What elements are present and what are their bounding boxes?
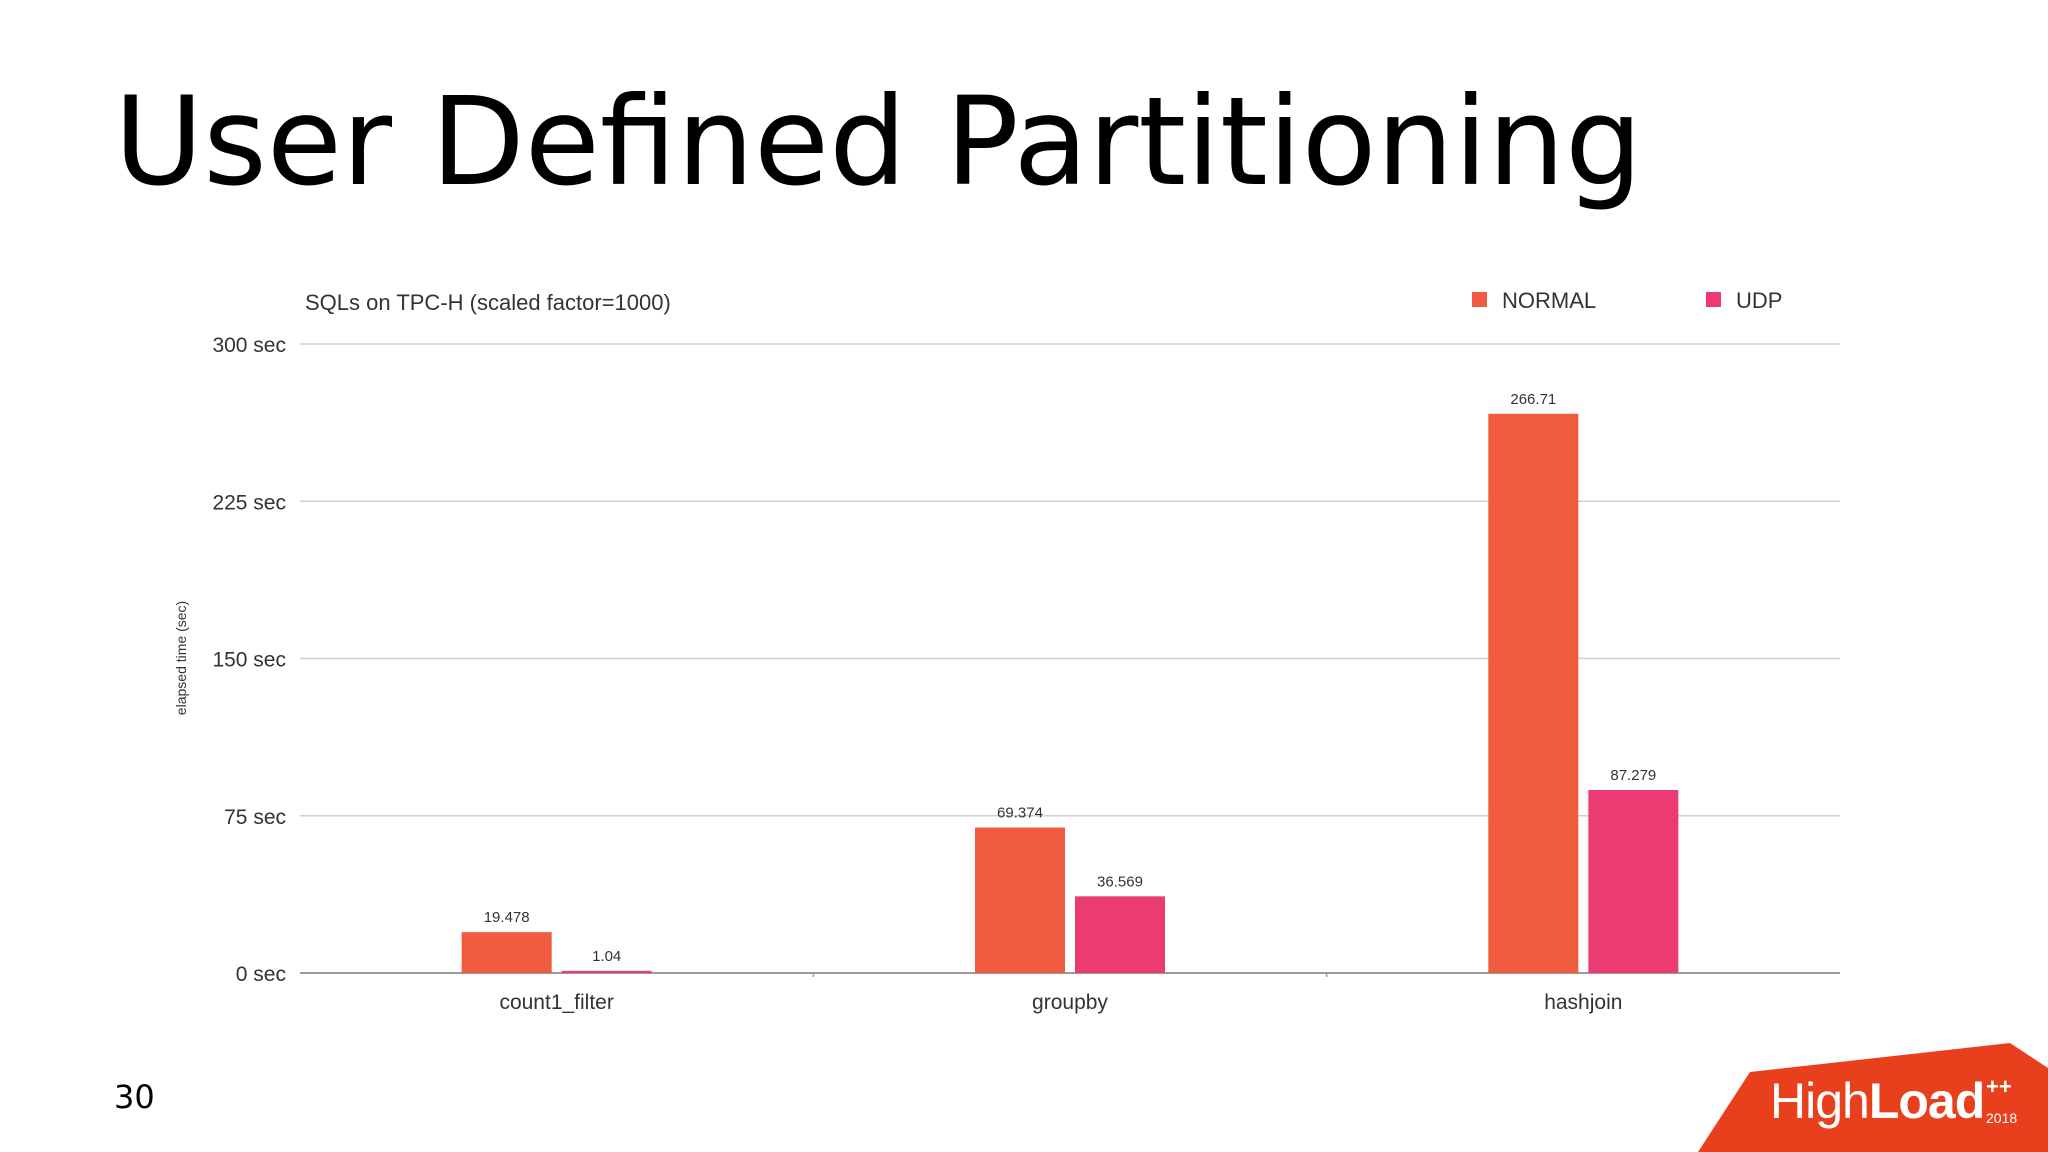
legend-label-normal: NORMAL	[1502, 288, 1596, 313]
logo-year: 2018	[1986, 1110, 2018, 1126]
legend-swatch-normal	[1472, 292, 1487, 307]
bar-value-label: 36.569	[1097, 873, 1143, 890]
bar-value-label: 19.478	[484, 909, 530, 926]
legend-swatch-udp	[1706, 292, 1721, 307]
bar-udp-hashjoin	[1588, 790, 1679, 973]
x-tick-label: count1_filter	[499, 991, 613, 1014]
bar-normal-count1_filter	[461, 932, 552, 973]
bar-value-label: 266.71	[1510, 391, 1556, 408]
bar-udp-groupby	[1075, 896, 1165, 973]
x-tick-label: groupby	[1032, 991, 1108, 1014]
y-axis-label: elapsed time (sec)	[173, 601, 189, 715]
legend: NORMAL UDP	[1472, 288, 1782, 313]
bar-value-label: 87.279	[1610, 767, 1656, 784]
y-tick-label: 150 sec	[212, 649, 286, 672]
x-tick-label: hashjoin	[1544, 991, 1622, 1014]
bar-normal-groupby	[975, 827, 1065, 973]
y-tick-labels: 0 sec 75 sec 150 sec 225 sec 300 sec	[212, 334, 286, 986]
logo-brand-bold: Load	[1868, 1073, 1985, 1129]
y-tick-label: 0 sec	[236, 963, 286, 986]
y-tick-label: 300 sec	[212, 334, 286, 357]
y-tick-label: 75 sec	[224, 806, 286, 829]
legend-label-udp: UDP	[1736, 288, 1782, 313]
bar-value-label: 1.04	[592, 948, 621, 965]
logo-superscript: ++	[1986, 1074, 2012, 1099]
highload-logo: HighLoad	[1770, 1073, 1985, 1129]
x-tick-labels: count1_filter groupby hashjoin	[499, 991, 1622, 1014]
slide-title: User Defined Partitioning	[114, 71, 1643, 213]
y-tick-label: 225 sec	[212, 491, 286, 514]
bar-udp-count1_filter	[561, 970, 652, 973]
page-number: 30	[114, 1078, 155, 1116]
bars	[461, 413, 1679, 973]
gridlines	[300, 343, 1840, 977]
bar-normal-hashjoin	[1488, 413, 1579, 973]
bar-value-label: 69.374	[997, 805, 1043, 822]
bar-value-labels: 19.478 1.04 69.374 36.569 266.71 87.279	[484, 391, 1657, 965]
logo-brand-light: High	[1770, 1073, 1870, 1129]
chart-title: SQLs on TPC-H (scaled factor=1000)	[305, 290, 671, 315]
